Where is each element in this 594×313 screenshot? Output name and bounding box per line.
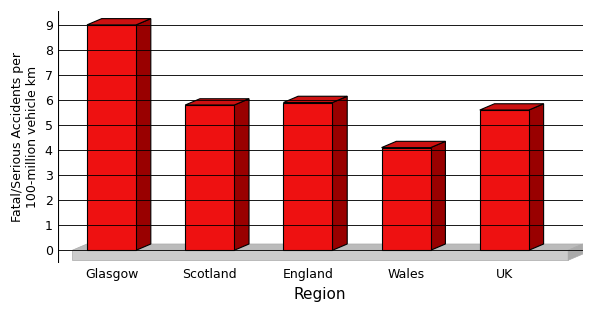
Polygon shape [87, 19, 151, 25]
Polygon shape [381, 148, 431, 250]
Polygon shape [480, 110, 529, 250]
Polygon shape [283, 103, 333, 250]
Polygon shape [568, 244, 583, 260]
Polygon shape [234, 99, 249, 250]
Polygon shape [185, 99, 249, 105]
Polygon shape [283, 96, 347, 103]
Polygon shape [136, 19, 151, 250]
Polygon shape [431, 141, 446, 250]
Polygon shape [72, 250, 568, 260]
Polygon shape [333, 96, 347, 250]
Polygon shape [72, 244, 583, 250]
Polygon shape [480, 104, 544, 110]
Polygon shape [529, 104, 544, 250]
Polygon shape [381, 141, 446, 148]
Y-axis label: Fatal/Serious Accidents per
100-million vehicle km: Fatal/Serious Accidents per 100-million … [11, 52, 39, 222]
X-axis label: Region: Region [294, 287, 346, 302]
Polygon shape [185, 105, 234, 250]
Polygon shape [87, 25, 136, 250]
